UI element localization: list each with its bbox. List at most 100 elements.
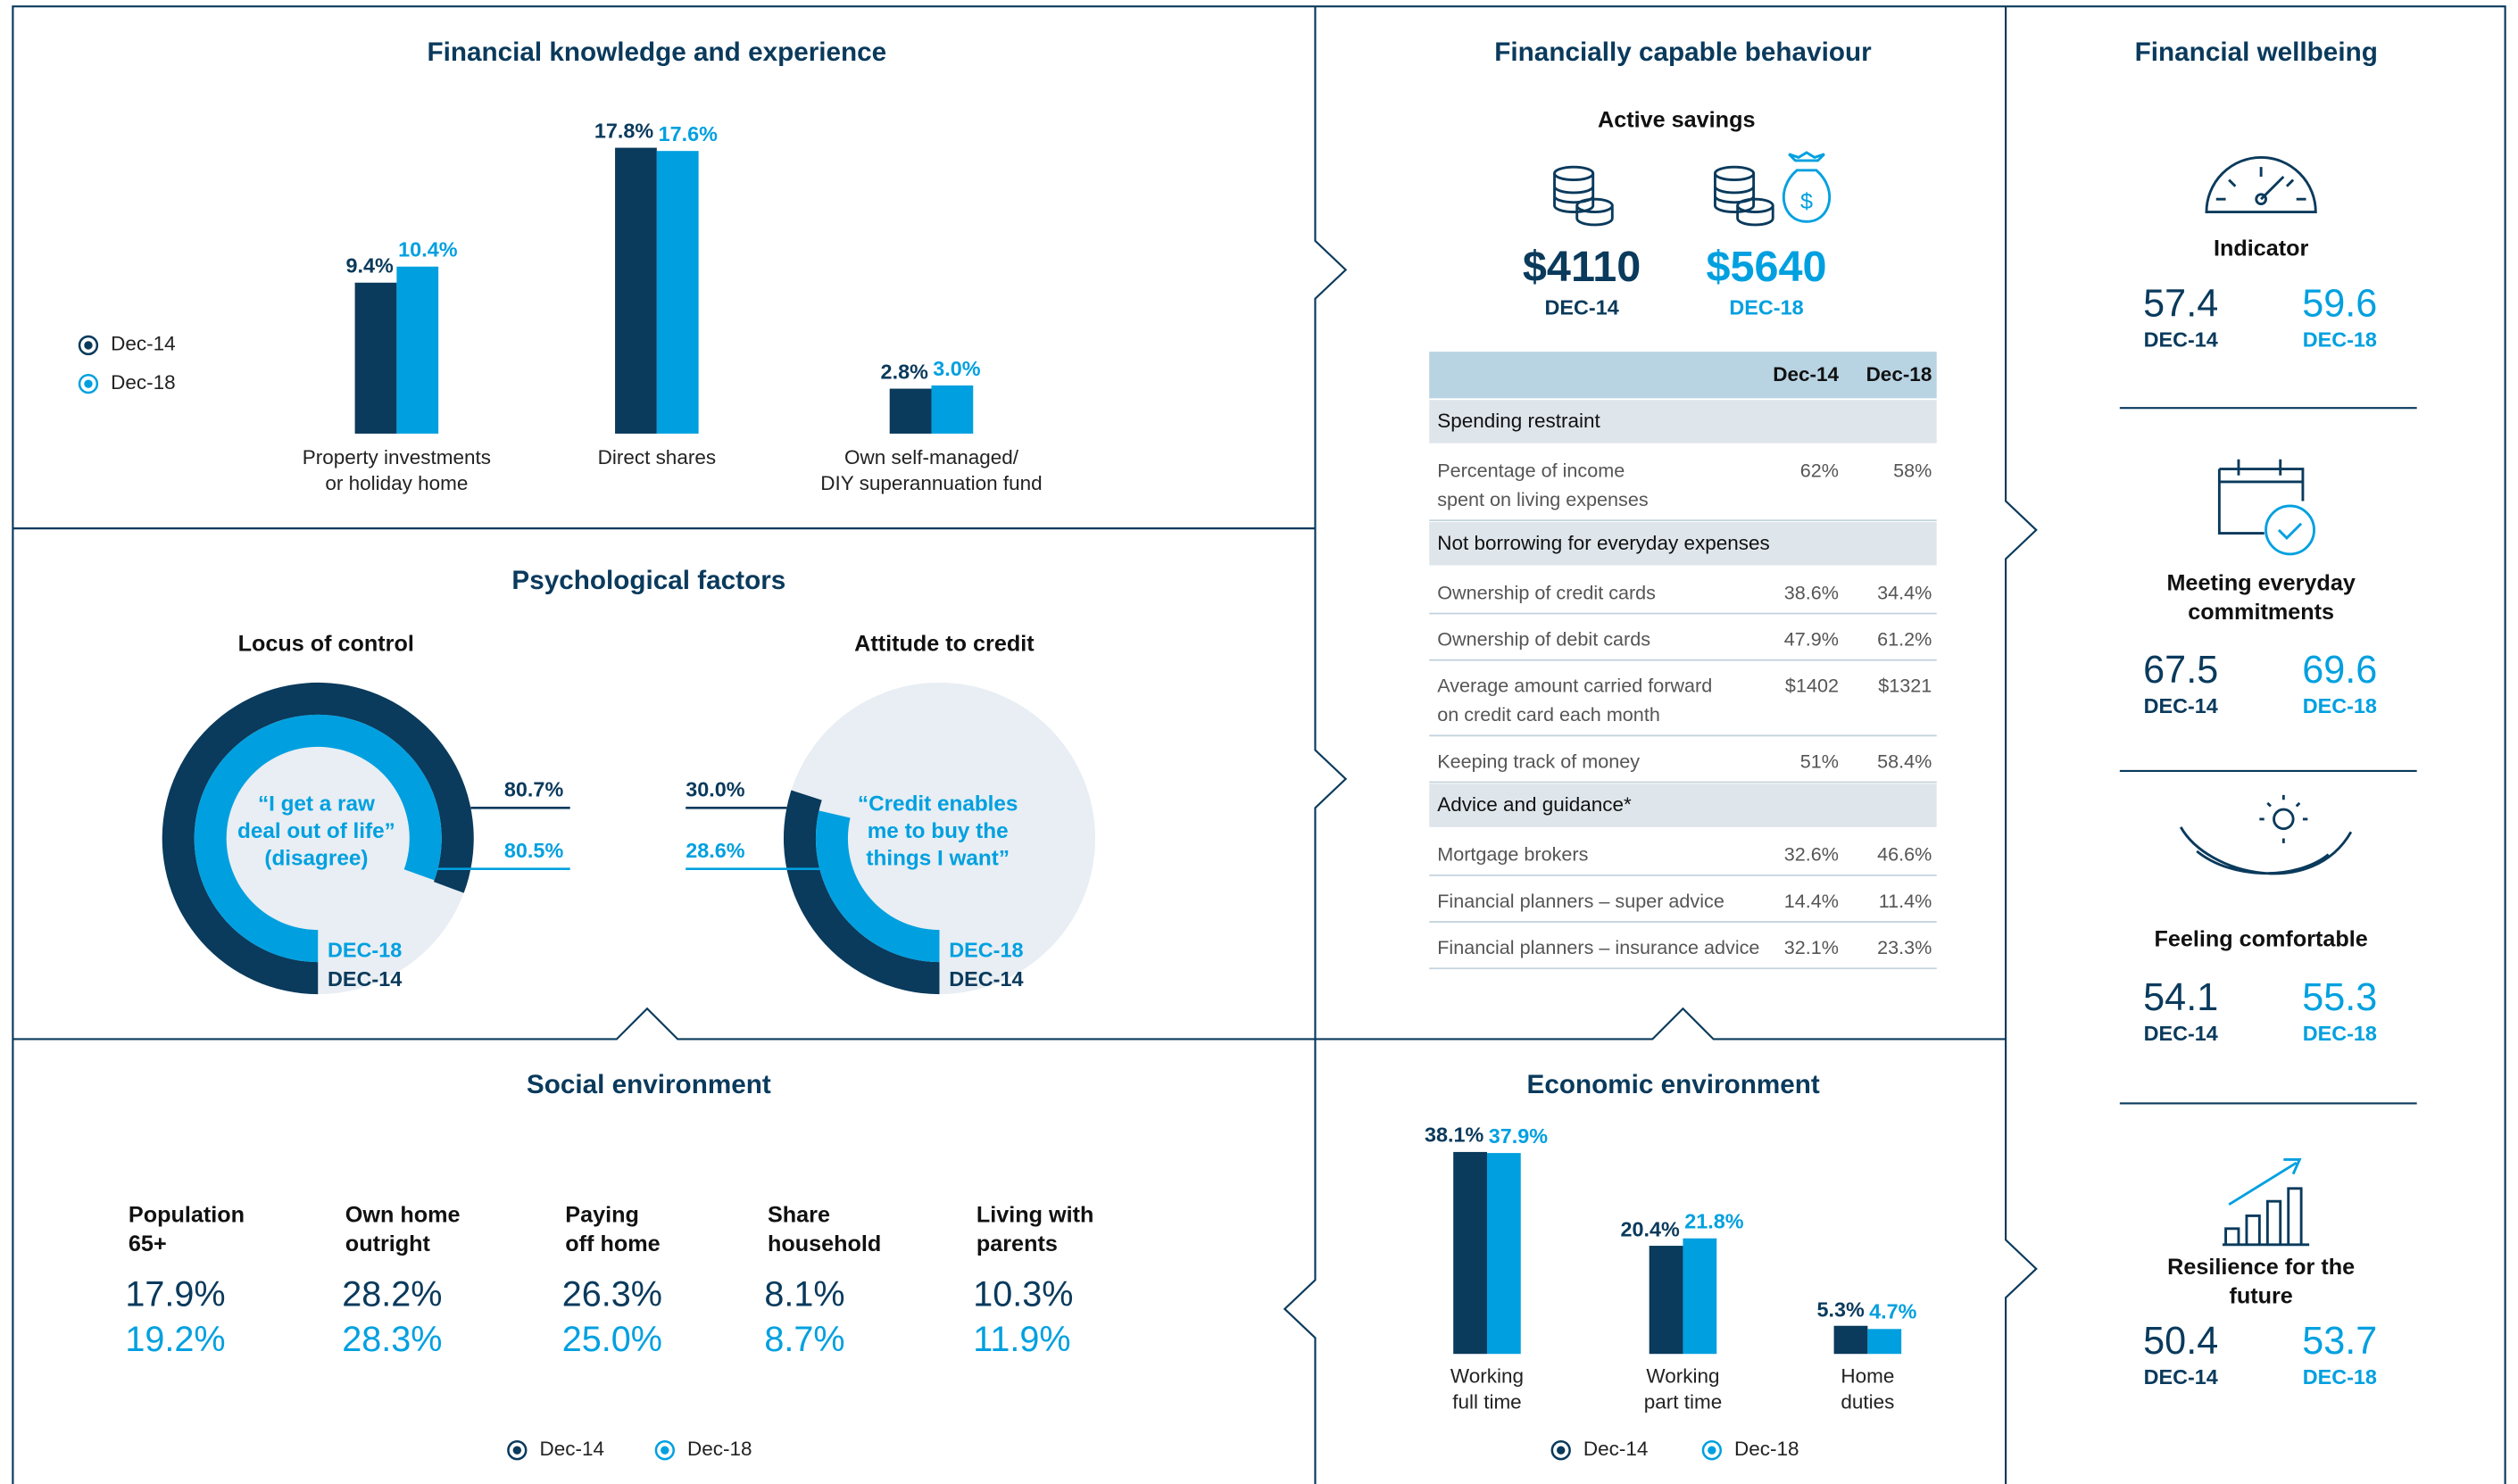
value-label: 30.0% <box>686 776 745 801</box>
value-label: 17.8% <box>594 118 654 143</box>
legend-label: Dec-18 <box>687 1438 752 1461</box>
bar <box>1649 1246 1683 1355</box>
cell-value: 14.4% <box>1783 890 1839 913</box>
category-label: Working part time <box>1643 1364 1723 1414</box>
value-label: 20.4% <box>1620 1216 1680 1241</box>
section-title: Financially capable behaviour <box>1494 37 1872 68</box>
stat-value: 28.2% <box>342 1273 443 1314</box>
stat-value: 19.2% <box>125 1319 226 1360</box>
legend-label: Dec-14 <box>539 1438 604 1461</box>
bar <box>1683 1238 1717 1355</box>
section-row <box>1429 521 1937 566</box>
indicator-value: 67.5 <box>2143 649 2219 692</box>
annotation: “I get a raw deal out of life” (disagree… <box>237 791 395 870</box>
category-label: Home duties <box>1841 1364 1895 1414</box>
coins-bag-icon: $ <box>1714 151 1832 227</box>
row-label: Mortgage brokers <box>1437 842 1589 866</box>
indicator-value: 59.6 <box>2302 282 2378 327</box>
value-label: 80.7% <box>503 776 564 801</box>
section-title: Psychological factors <box>511 566 786 596</box>
value-label: 21.8% <box>1684 1209 1744 1234</box>
cell-value: 47.9% <box>1783 627 1839 651</box>
value-label: 2.8% <box>880 359 928 384</box>
row-label: Financial planners – super advice <box>1437 890 1724 913</box>
category-label: Working full time <box>1450 1364 1525 1414</box>
cell-value: 58.4% <box>1877 750 1932 773</box>
growth-icon <box>2222 1158 2310 1247</box>
indicator-value: 50.4 <box>2143 1320 2219 1364</box>
savings-value: $4110 <box>1522 242 1641 291</box>
bar <box>1453 1151 1487 1355</box>
period-label: DEC-14 <box>2143 327 2218 352</box>
stat-label: Own home outright <box>345 1201 461 1256</box>
indicator-value: 54.1 <box>2143 976 2219 1020</box>
row-label: Percentage of income spent on living exp… <box>1437 459 1649 511</box>
stat-value: 25.0% <box>561 1319 662 1360</box>
bar <box>1867 1329 1902 1355</box>
separators <box>2119 407 2417 1105</box>
value-label: 4.7% <box>1869 1299 1917 1324</box>
column-header: Dec-18 <box>1866 362 1932 386</box>
chart-title: Financial knowledge and experience <box>427 37 887 68</box>
indicator-label: Meeting everyday commitments <box>2166 569 2356 624</box>
chart-title: Attitude to credit <box>854 629 1035 656</box>
period-label: DEC-14 <box>2143 1364 2218 1389</box>
legend-marker-dot <box>1708 1446 1716 1455</box>
indicator-value: 53.7 <box>2302 1320 2378 1364</box>
section-label: Spending restraint <box>1437 409 1600 432</box>
chart-title: Locus of control <box>237 629 414 656</box>
stat-value: 28.3% <box>342 1319 443 1360</box>
legend-label: Dec-14 <box>1583 1438 1649 1461</box>
bar <box>615 147 657 434</box>
calendar-icon <box>2217 459 2315 556</box>
cell-value: $1402 <box>1784 674 1839 698</box>
section-label: Not borrowing for everyday expenses <box>1437 531 1770 554</box>
cell-value: 32.1% <box>1783 936 1839 959</box>
indicator-value: 57.4 <box>2143 282 2219 327</box>
value-label: 17.6% <box>658 121 718 146</box>
stat-value: 8.7% <box>764 1319 845 1360</box>
cell-value: 58% <box>1893 459 1932 482</box>
bar <box>656 151 699 434</box>
legend-marker-dot <box>84 341 93 350</box>
stat-value: 11.9% <box>973 1319 1071 1360</box>
value-label: 3.0% <box>933 356 981 381</box>
section-title: Financial wellbeing <box>2134 37 2378 68</box>
cell-value: 32.6% <box>1783 842 1839 866</box>
bar <box>931 385 974 434</box>
stat-label: Paying off home <box>565 1201 661 1256</box>
period-label: DEC-14 <box>2143 693 2218 718</box>
category-label: Property investments or holiday home <box>302 446 492 494</box>
donut-arc <box>815 810 940 963</box>
column-header: Dec-14 <box>1773 362 1839 386</box>
value-label: 5.3% <box>1816 1297 1865 1322</box>
row-label: Ownership of credit cards <box>1437 581 1656 604</box>
subtitle: Active savings <box>1598 106 1756 133</box>
category-label: Own self-managed/ DIY superannuation fun… <box>820 446 1043 494</box>
bar <box>354 282 397 434</box>
row-label: Average amount carried forward on credit… <box>1437 674 1713 726</box>
hammock-icon <box>2179 794 2353 875</box>
period-label: DEC-14 <box>2143 1021 2218 1046</box>
bar <box>889 388 932 434</box>
row-label: Ownership of debit cards <box>1437 627 1651 651</box>
series-label: DEC-18 <box>949 937 1024 962</box>
cell-value: 51% <box>1799 750 1839 773</box>
legend-marker-dot <box>84 379 93 388</box>
savings-period: DEC-14 <box>1544 294 1619 319</box>
stat-label: Population 65+ <box>128 1201 245 1256</box>
legend-marker-dot <box>512 1446 521 1455</box>
series-label: DEC-18 <box>328 937 403 962</box>
value-label: 28.6% <box>686 838 745 863</box>
stat-value: 10.3% <box>973 1273 1074 1314</box>
donut-arc <box>783 790 940 995</box>
gauge-icon <box>2205 155 2317 214</box>
legend-marker-dot <box>661 1446 669 1455</box>
value-label: 80.5% <box>503 838 564 863</box>
period-label: DEC-18 <box>2302 693 2377 718</box>
row-label: Financial planners – insurance advice <box>1437 936 1760 959</box>
bar <box>396 266 439 434</box>
value-label: 10.4% <box>398 237 458 262</box>
indicator-label: Indicator <box>2213 235 2309 261</box>
series-label: DEC-14 <box>328 966 403 991</box>
